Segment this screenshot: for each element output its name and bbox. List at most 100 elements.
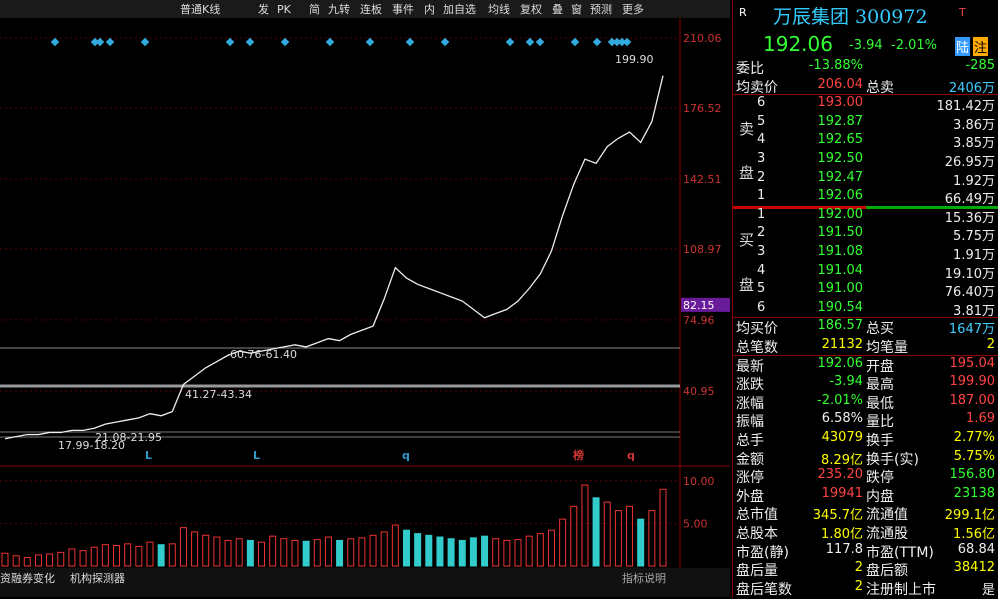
value: 117.8 — [825, 541, 863, 557]
tag: 注 — [973, 37, 989, 56]
book-label: 盘 — [739, 164, 755, 183]
toolbar-item[interactable]: 连板 — [360, 2, 382, 16]
volume-bar — [592, 497, 600, 567]
volume-bar — [246, 539, 254, 567]
tab[interactable]: 指标说明 — [622, 571, 666, 585]
value: 6.58% — [821, 411, 863, 427]
volume-bar — [648, 510, 656, 567]
label: 流通股 — [866, 526, 908, 542]
toolbar-item[interactable]: 更多 — [622, 2, 644, 16]
label: 金额 — [736, 451, 764, 468]
volume-bar — [313, 539, 321, 567]
signal-diamond — [535, 37, 545, 47]
book-price: 193.00 — [817, 95, 864, 111]
volume-bar — [347, 538, 355, 567]
volume-bar — [90, 546, 98, 567]
book-volume: 3.81万 — [953, 303, 995, 319]
volume-bar — [168, 543, 176, 567]
book-volume: 5.75万 — [953, 229, 995, 245]
price-tag — [681, 297, 730, 312]
book-label: 卖 — [739, 119, 755, 138]
label: 总市值 — [736, 507, 778, 524]
volume-bar — [425, 534, 433, 567]
value: 199.90 — [949, 374, 996, 390]
toolbar-item[interactable]: 发 — [258, 2, 269, 16]
label: 最新 — [736, 358, 764, 375]
signal-diamond — [622, 37, 632, 47]
price-tag-label: 82.15 — [683, 299, 715, 312]
label: 委比 — [736, 61, 764, 77]
volume-bar — [637, 518, 645, 567]
level-label: 60.76-61.40 — [230, 348, 297, 361]
volume-bar — [23, 556, 31, 567]
level-label: 41.27-43.34 — [185, 388, 252, 401]
pct: -2.01% — [891, 38, 937, 53]
separator — [733, 205, 998, 209]
volume-bar — [157, 544, 165, 567]
signal-diamond — [95, 37, 105, 47]
volume-bar — [191, 531, 199, 567]
level: 1 — [757, 206, 766, 222]
label: 跌停 — [866, 470, 894, 487]
signal-diamond — [505, 37, 515, 47]
label: 最低 — [866, 395, 894, 412]
label: 外盘 — [736, 488, 764, 505]
label: 量比 — [866, 414, 894, 431]
value: 21132 — [821, 337, 863, 352]
signal-diamond — [50, 37, 60, 47]
value: 2.77% — [953, 430, 995, 445]
tab[interactable]: 机构探测器 — [70, 571, 125, 585]
volume-bar — [224, 539, 232, 567]
volume-bar — [113, 545, 121, 567]
volume-bar — [559, 518, 567, 567]
book-label: 买 — [739, 231, 755, 250]
toolbar-item[interactable]: 内 — [424, 2, 435, 16]
change: -3.94 — [849, 38, 883, 53]
book-volume: 1.91万 — [953, 248, 995, 263]
separator — [733, 94, 998, 96]
y-tick-label: 142.51 — [683, 173, 722, 186]
book-price: 192.50 — [817, 151, 864, 166]
toolbar-item[interactable]: 普通K线 — [180, 2, 220, 16]
toolbar-item[interactable]: 复权 — [520, 2, 542, 16]
label: 总买 — [866, 321, 894, 338]
label: 总笔数 — [736, 340, 778, 356]
label: 涨跌 — [736, 377, 764, 394]
value: -285 — [965, 58, 995, 73]
volume-bar — [1, 552, 9, 567]
toolbar-item[interactable]: 均线 — [488, 2, 510, 16]
value: 68.84 — [957, 541, 995, 557]
label: 总卖 — [866, 79, 894, 96]
close-line — [4, 75, 664, 440]
volume-bar — [380, 531, 388, 567]
toolbar-item[interactable]: 预测 — [590, 3, 612, 16]
volume-bar — [68, 548, 76, 567]
level: 5 — [757, 281, 766, 297]
signal-diamond — [280, 37, 290, 47]
value: 43079 — [821, 430, 863, 445]
toolbar-item[interactable]: 事件 — [392, 3, 414, 16]
book-volume: 3.85万 — [953, 136, 995, 152]
book-volume: 76.40万 — [944, 285, 995, 301]
value: 299.1亿 — [944, 508, 995, 524]
tab[interactable]: 资融券变化 — [0, 571, 55, 585]
toolbar-item[interactable]: 九转 — [328, 2, 350, 16]
toolbar-item[interactable]: 窗 — [571, 2, 582, 16]
value: 2406万 — [948, 80, 995, 96]
toolbar-item[interactable]: 加自选 — [443, 3, 476, 16]
toolbar-item[interactable]: PK — [277, 3, 292, 16]
toolbar-item[interactable]: 简 — [309, 2, 320, 16]
book-volume: 66.49万 — [944, 192, 995, 208]
label: 均买价 — [736, 321, 778, 338]
book-volume: 181.42万 — [936, 99, 996, 115]
book-label: 盘 — [739, 275, 755, 294]
level: 3 — [757, 244, 766, 259]
value: 187.00 — [949, 392, 996, 408]
volume-bar — [280, 538, 288, 567]
toolbar-item[interactable]: 叠 — [552, 3, 563, 16]
value: 345.7亿 — [812, 508, 863, 524]
signal-diamond — [90, 37, 100, 47]
volume-bar — [34, 554, 42, 567]
value: 186.57 — [817, 318, 864, 334]
volume-bar — [124, 543, 132, 567]
